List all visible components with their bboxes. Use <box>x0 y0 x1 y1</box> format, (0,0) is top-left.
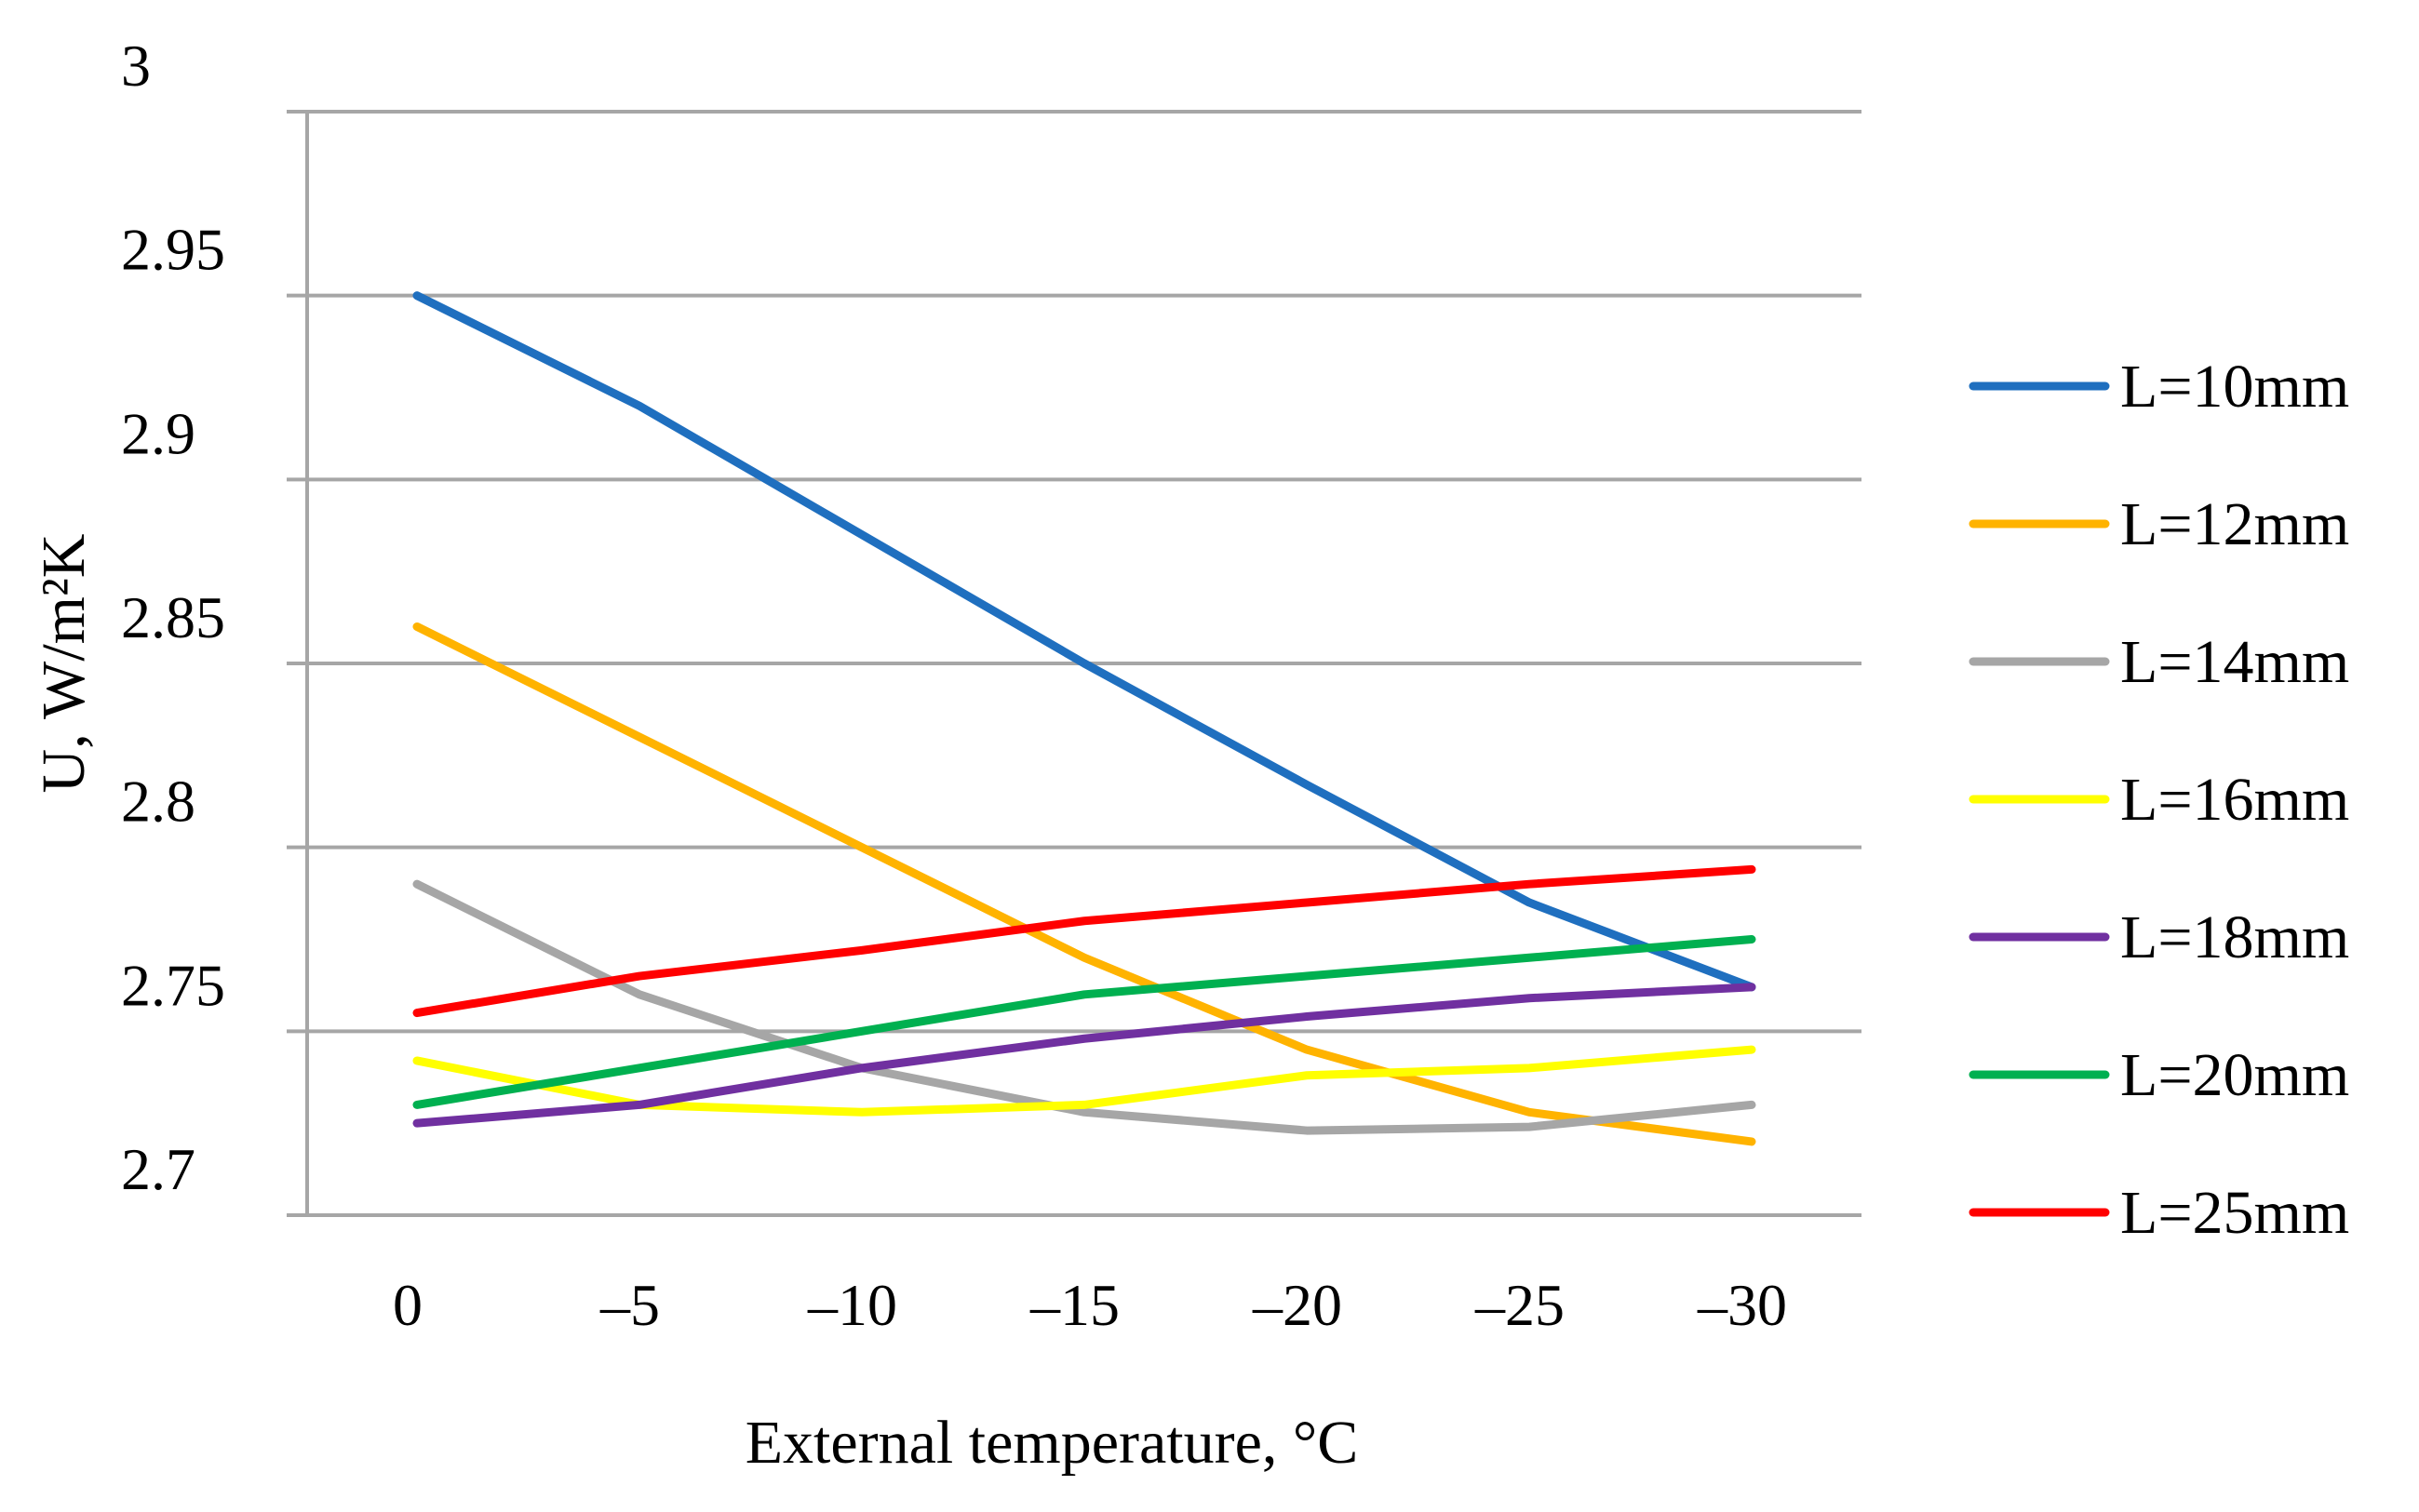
x-tick-label: –10 <box>807 1272 897 1338</box>
legend-label: L=20mm <box>2120 1041 2349 1109</box>
y-tick-label: 2.95 <box>121 217 225 283</box>
legend-label: L=16mm <box>2120 766 2349 834</box>
legend-label: L=14mm <box>2120 628 2349 696</box>
y-tick-label: 2.75 <box>121 952 225 1018</box>
y-tick-label: 2.85 <box>121 584 225 650</box>
x-tick-label: –30 <box>1697 1272 1787 1338</box>
y-tick-label: 2.8 <box>121 769 195 835</box>
gridlines <box>287 110 1861 1217</box>
legend-label: L=12mm <box>2120 490 2349 558</box>
series-line-l-18mm <box>412 983 1756 1128</box>
x-tick-label: –25 <box>1474 1272 1565 1338</box>
x-axis-title: External temperature, °C <box>746 1409 1359 1477</box>
y-tick-labels: 2.7 2.75 2.8 2.85 2.9 2.95 3 <box>121 33 225 1202</box>
legend-label: L=18mm <box>2120 903 2349 971</box>
x-tick-labels: 0 –5 –10 –15 –20 –25 –30 <box>393 1272 1787 1338</box>
series-line-l-25mm <box>412 864 1756 1018</box>
series-line-l-20mm <box>412 935 1756 1109</box>
x-tick-label: 0 <box>393 1272 423 1338</box>
x-tick-label: –20 <box>1252 1272 1342 1338</box>
series-line-l-14mm <box>412 879 1756 1135</box>
legend: L=10mm L=12mm L=14mm L=16mm L=18mm L=20mm L=25… <box>1969 353 2349 1247</box>
series-lines <box>412 291 1756 1146</box>
y-tick-label: 2.7 <box>121 1136 195 1202</box>
y-tick-label: 3 <box>121 33 151 99</box>
y-axis-title: U, W/m²K <box>30 534 98 794</box>
x-tick-label: –15 <box>1029 1272 1120 1338</box>
y-tick-label: 2.9 <box>121 400 195 466</box>
series-line-l-10mm <box>412 291 1756 992</box>
legend-label: L=25mm <box>2120 1179 2349 1247</box>
legend-label: L=10mm <box>2120 353 2349 421</box>
series-line-l-12mm <box>412 622 1756 1146</box>
x-tick-label: –5 <box>599 1272 660 1338</box>
